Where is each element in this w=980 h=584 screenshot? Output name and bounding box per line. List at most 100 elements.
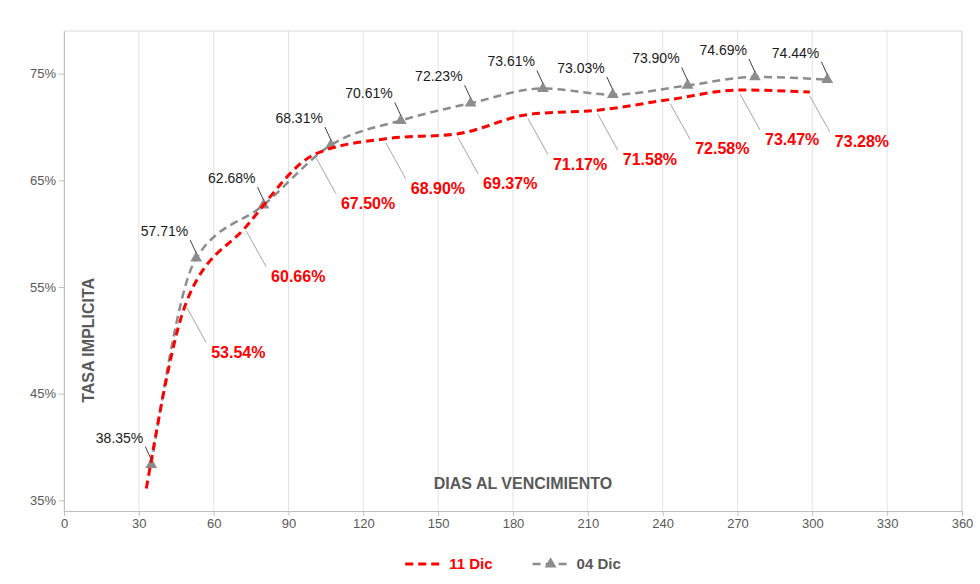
- y-tick: 45%: [30, 386, 64, 401]
- leader-line: [386, 143, 406, 179]
- legend-swatch: [405, 563, 441, 566]
- data-label: 73.28%: [835, 133, 889, 150]
- x-tick: 60: [207, 511, 221, 531]
- x-tick-label: 30: [132, 516, 146, 531]
- y-tick: 35%: [30, 493, 64, 508]
- y-axis-title: TASA IMPLICITA: [80, 277, 97, 402]
- x-tick-label: 90: [282, 516, 296, 531]
- x-tick: 0: [61, 511, 68, 531]
- y-axis: 35% 45% 55% 65% 75%: [30, 32, 65, 512]
- x-tick: 300: [802, 511, 824, 531]
- leader-line: [246, 231, 266, 267]
- leader-line: [810, 96, 830, 132]
- data-label: 69.37%: [483, 175, 537, 192]
- grid-line: [662, 31, 663, 511]
- x-tick-label: 240: [652, 516, 674, 531]
- leader-line: [145, 447, 151, 460]
- x-tick-label: 210: [577, 516, 599, 531]
- leader-line: [186, 307, 206, 343]
- grid-line: [737, 31, 738, 511]
- leader-line: [190, 240, 196, 253]
- y-tick-label: 45%: [30, 386, 56, 401]
- data-label: 73.47%: [765, 131, 819, 148]
- grid-line: [213, 31, 214, 511]
- y-tick-label: 65%: [30, 173, 56, 188]
- y-tick-mark: [59, 180, 64, 181]
- data-label: 74.69%: [699, 42, 746, 58]
- series-line: [151, 77, 827, 465]
- data-label: 72.23%: [415, 68, 462, 84]
- x-tick: 360: [952, 511, 974, 531]
- x-tick: 270: [727, 511, 749, 531]
- leader-line: [740, 94, 760, 130]
- x-tick: 210: [577, 511, 599, 531]
- leader-line: [682, 67, 688, 80]
- y-tick-label: 35%: [30, 493, 56, 508]
- y-axis-line: [64, 32, 65, 512]
- leader-line: [258, 187, 264, 200]
- data-labels: 53.54%60.66%67.50%68.90%69.37%71.17%71.5…: [96, 42, 889, 460]
- plot: 35% 45% 55% 65% 75% 0 30 60 90 120 150 180 210 240 270…: [30, 31, 973, 531]
- legend-label: 11 Dic: [449, 555, 492, 572]
- x-tick-label: 360: [952, 516, 974, 531]
- x-tick-label: 150: [428, 516, 450, 531]
- data-label: 71.17%: [553, 156, 607, 173]
- leader-line: [465, 85, 471, 98]
- legend: 11 Dic 04 Dic: [405, 555, 621, 572]
- y-tick-mark: [59, 74, 64, 75]
- leader-line: [607, 77, 613, 90]
- data-label: 71.58%: [623, 151, 677, 168]
- x-tick: 120: [353, 511, 375, 531]
- y-tick: 55%: [30, 280, 64, 295]
- x-tick: 30: [132, 511, 146, 531]
- x-axis-title: DIAS AL VENCIMIENTO: [434, 475, 612, 492]
- x-tick: 90: [282, 511, 296, 531]
- grid: [64, 31, 962, 511]
- legend-item: 04 Dic: [533, 555, 621, 572]
- leader-line: [598, 114, 618, 150]
- legend-marker: [545, 557, 557, 567]
- grid-line: [363, 31, 364, 511]
- data-marks: [145, 70, 833, 488]
- y-tick: 75%: [30, 66, 64, 81]
- grid-line: [513, 31, 514, 511]
- data-label: 74.44%: [772, 45, 819, 61]
- grid-line: [887, 31, 888, 511]
- y-tick-label: 75%: [30, 66, 56, 81]
- leader-line: [670, 103, 690, 139]
- x-tick: 330: [877, 511, 899, 531]
- grid-line: [587, 31, 588, 511]
- grid-line: [962, 31, 963, 511]
- y-tick-mark: [59, 500, 64, 501]
- x-axis: 0 30 60 90 120 150 180 210 240 270 300 330 360: [61, 511, 973, 531]
- data-label: 72.58%: [695, 140, 749, 157]
- y-tick-label: 55%: [30, 280, 56, 295]
- grid-line: [438, 31, 439, 511]
- x-tick-label: 270: [727, 516, 749, 531]
- grid-line: [64, 31, 65, 511]
- plot-frame: [962, 31, 963, 511]
- x-tick-label: 180: [503, 516, 525, 531]
- x-tick-label: 60: [207, 516, 221, 531]
- data-label: 73.03%: [557, 60, 604, 76]
- legend-label: 04 Dic: [577, 555, 621, 572]
- data-label: 38.35%: [96, 430, 143, 446]
- leader-line: [325, 127, 331, 140]
- leader-line: [749, 59, 755, 72]
- data-label: 62.68%: [208, 170, 255, 186]
- x-tick: 150: [428, 511, 450, 531]
- leader-line: [316, 158, 336, 194]
- background: [0, 0, 980, 584]
- x-tick-label: 120: [353, 516, 375, 531]
- data-label: 73.61%: [487, 53, 534, 69]
- chart: 35% 45% 55% 65% 75% 0 30 60 90 120 150 180 210 240 270…: [0, 0, 980, 584]
- legend-item: 11 Dic: [405, 555, 492, 572]
- leader-line: [537, 70, 543, 83]
- y-tick-mark: [59, 287, 64, 288]
- data-label: 67.50%: [341, 195, 395, 212]
- plot-frame: [64, 31, 962, 32]
- data-label: 73.90%: [632, 50, 679, 66]
- y-tick: 65%: [30, 173, 64, 188]
- leader-line: [395, 102, 401, 115]
- leader-line: [458, 138, 478, 174]
